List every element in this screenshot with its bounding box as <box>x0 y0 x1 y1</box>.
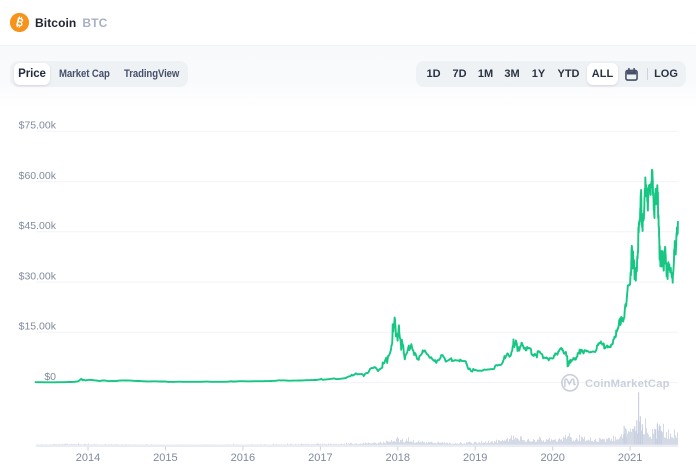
svg-text:$75.00k: $75.00k <box>19 120 57 132</box>
svg-text:$15.00k: $15.00k <box>19 321 57 333</box>
svg-text:2019: 2019 <box>463 452 487 464</box>
svg-text:2017: 2017 <box>308 452 332 464</box>
svg-text:$45.00k: $45.00k <box>19 220 57 232</box>
svg-text:2015: 2015 <box>153 452 177 464</box>
svg-text:2020: 2020 <box>540 452 564 464</box>
svg-text:$0: $0 <box>44 371 56 383</box>
svg-text:2021: 2021 <box>618 452 642 464</box>
svg-text:2018: 2018 <box>386 452 410 464</box>
svg-text:CoinMarketCap: CoinMarketCap <box>585 378 670 390</box>
svg-text:2016: 2016 <box>231 452 255 464</box>
svg-text:2014: 2014 <box>76 452 100 464</box>
svg-text:$30.00k: $30.00k <box>19 270 57 282</box>
svg-text:$60.00k: $60.00k <box>19 170 57 182</box>
